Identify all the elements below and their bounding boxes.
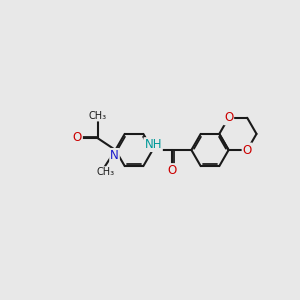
Text: O: O <box>168 164 177 177</box>
Text: CH₃: CH₃ <box>97 167 115 177</box>
Text: O: O <box>73 131 82 144</box>
Text: O: O <box>224 111 233 124</box>
Text: O: O <box>243 143 252 157</box>
Text: CH₃: CH₃ <box>89 111 107 121</box>
Text: NH: NH <box>144 138 162 151</box>
Text: N: N <box>110 149 119 162</box>
